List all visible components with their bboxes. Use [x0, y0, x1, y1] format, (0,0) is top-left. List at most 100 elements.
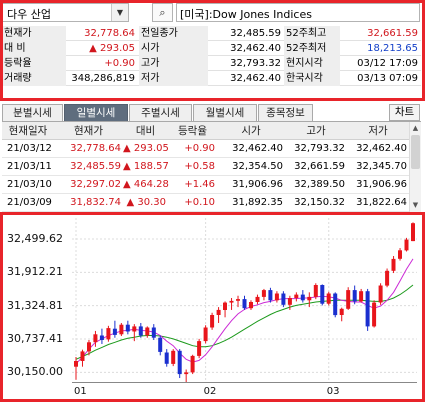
table-cell-rate: +1.46 — [184, 179, 215, 190]
tab-4[interactable]: 월별시세 — [193, 104, 257, 122]
candle-up — [190, 355, 195, 373]
scrollbar[interactable]: ▲ ▼ — [409, 122, 421, 212]
column-header[interactable]: 고가 — [306, 125, 326, 137]
column-header[interactable]: 현재일자 — [8, 125, 48, 137]
candle-up — [132, 326, 137, 332]
table-cell-low: 31,822.64 — [356, 197, 407, 208]
y-tick-label: 31,912.21 — [7, 265, 63, 279]
table-row[interactable]: 21/03/09 31,832.74 ▲ 30.30 +0.10 31,892.35 32… — [2, 194, 409, 212]
candle-up — [346, 290, 351, 309]
symbol-display-text: [미국]:Dow Jones Indices — [180, 8, 312, 21]
candle-up — [385, 270, 390, 286]
table-cell-high: 32,793.32 — [294, 143, 345, 154]
candle-up — [236, 299, 240, 301]
y-tick-label: 30,150.00 — [7, 365, 63, 379]
candle-down — [138, 326, 143, 336]
market-select[interactable]: 다우 산업 ▼ — [2, 3, 129, 22]
quote-value: 32,462.40 — [230, 43, 281, 54]
candle-down — [99, 335, 104, 340]
candle-up — [203, 327, 208, 342]
y-tick-label: 30,737.41 — [7, 332, 63, 346]
quote-label: 한국시각 — [284, 71, 340, 86]
table-cell-date: 21/03/10 — [7, 179, 52, 190]
table-cell-low: 32,345.70 — [356, 161, 407, 172]
candle-down — [365, 291, 370, 327]
candle-up — [80, 351, 85, 361]
candle-up — [93, 334, 98, 343]
quote-label: 현재가 — [2, 26, 66, 41]
column-header[interactable]: 대비 — [135, 125, 156, 137]
candle-down — [158, 337, 163, 352]
column-header[interactable]: 등락율 — [178, 125, 207, 137]
candle-up — [411, 223, 415, 242]
market-select-value: 다우 산업 — [7, 8, 51, 21]
candle-down — [242, 299, 247, 309]
candle-up — [398, 250, 402, 259]
tab-2[interactable]: 일별시세 — [64, 104, 128, 122]
table-cell-high: 32,661.59 — [294, 161, 345, 172]
quote-value: 32,462.40 — [230, 73, 281, 84]
quote-label: 전일종가 — [139, 26, 208, 41]
scrollbar-thumb[interactable] — [411, 135, 420, 169]
candle-up — [197, 341, 202, 356]
x-tick-label: 03 — [326, 386, 340, 397]
quote-value: 03/13 07:09 — [357, 73, 418, 84]
table-cell-price: 32,297.02 — [70, 179, 121, 190]
x-tick-label: 02 — [203, 386, 217, 397]
quote-value: 32,778.64 — [84, 28, 135, 39]
chevron-down-icon[interactable]: ▼ — [111, 4, 128, 21]
tab-5[interactable]: 종목정보 — [258, 104, 313, 122]
chart-button[interactable]: 차트 — [389, 104, 420, 121]
candle-up — [359, 291, 364, 302]
candle-up — [307, 296, 312, 301]
candle-up — [74, 361, 78, 367]
quote-label: 대 비 — [2, 41, 66, 56]
tab-1[interactable]: 분별시세 — [2, 104, 63, 122]
table-cell-low: 31,906.96 — [356, 179, 407, 190]
candle-up — [119, 324, 124, 335]
quote-value: 348,286,819 — [71, 73, 135, 84]
column-header[interactable]: 현재가 — [74, 125, 103, 137]
table-row[interactable]: 21/03/12 32,778.64 ▲ 293.05 +0.90 32,462.40 3… — [2, 140, 409, 158]
candle-up — [255, 296, 260, 302]
column-header[interactable]: 저가 — [368, 125, 388, 137]
candle-up — [294, 294, 299, 298]
candle-up — [87, 342, 91, 352]
candle-down — [352, 290, 357, 302]
search-icon[interactable]: ⌕ — [152, 3, 173, 22]
table-cell-open: 31,906.96 — [232, 179, 283, 190]
candle-up — [229, 300, 234, 303]
quote-label: 52주최고 — [284, 26, 340, 41]
table-cell-price: 32,485.59 — [70, 161, 121, 172]
quote-row: 대 비 ▲ 293.05 시가 32,462.40 52주최저 18,213.65 — [2, 41, 421, 56]
candle-up — [249, 302, 253, 309]
candle-up — [210, 315, 215, 328]
candlestick-chart[interactable]: 32,499.62 31,912.21 31,324.81 30,737.41 30,1… — [2, 214, 421, 401]
table-row[interactable]: 21/03/10 32,297.02 ▲ 464.28 +1.46 31,906.96 3… — [2, 176, 409, 194]
candle-down — [112, 328, 117, 335]
chevron-down-icon[interactable]: ▼ — [412, 201, 419, 209]
chevron-up-icon[interactable]: ▲ — [412, 124, 419, 132]
candle-up — [378, 285, 383, 303]
table-cell-rate: +0.10 — [184, 197, 215, 208]
table-cell-change: ▲ 188.57 — [123, 161, 169, 172]
candle-down — [125, 324, 130, 332]
tab-3[interactable]: 주별시세 — [129, 104, 192, 122]
candle-up — [261, 290, 266, 297]
quote-value: +0.90 — [104, 58, 135, 69]
column-header[interactable]: 시가 — [241, 125, 261, 137]
table-cell-open: 32,354.50 — [232, 161, 283, 172]
table-cell-date: 21/03/12 — [7, 143, 52, 154]
search-toolbar: 다우 산업 ▼ ⌕ [미국]:Dow Jones Indices — [2, 3, 421, 25]
chart-canvas — [72, 218, 417, 383]
table-cell-open: 32,462.40 — [232, 143, 283, 154]
y-tick-label: 31,324.81 — [7, 298, 63, 312]
quote-label: 현지시각 — [284, 56, 340, 71]
table-cell-rate: +0.90 — [184, 143, 215, 154]
table-row[interactable]: 21/03/11 32,485.59 ▲ 188.57 +0.58 32,354.50 3… — [2, 158, 409, 176]
table-cell-rate: +0.58 — [184, 161, 215, 172]
table-cell-price: 32,778.64 — [70, 143, 121, 154]
quote-value: 18,213.65 — [367, 43, 418, 54]
symbol-display[interactable]: [미국]:Dow Jones Indices — [176, 3, 420, 22]
candle-down — [268, 290, 273, 301]
